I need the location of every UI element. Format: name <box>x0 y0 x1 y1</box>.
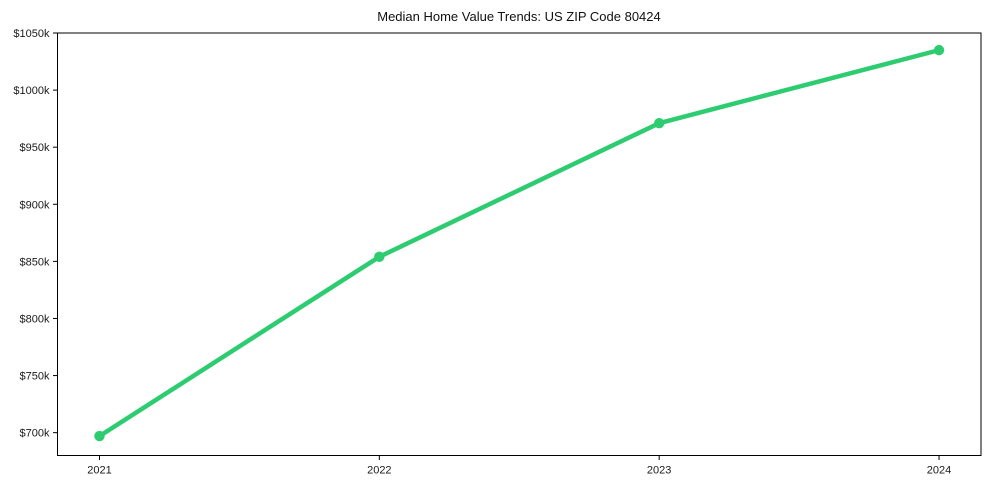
y-axis-tick-label: $750k <box>20 371 50 383</box>
y-axis-tick-label: $1050k <box>13 28 50 40</box>
data-point-marker <box>374 251 385 263</box>
chart-title: Median Home Value Trends: US ZIP Code 80… <box>377 9 661 24</box>
plot-border <box>57 32 982 456</box>
trend-line <box>97 47 942 439</box>
data-point-marker <box>94 430 105 442</box>
y-axis-tick-label: $700k <box>20 428 50 440</box>
x-axis-tick-label: 2022 <box>367 465 391 477</box>
x-axis-tick-label: 2024 <box>927 465 951 477</box>
x-axis-tick-label: 2023 <box>647 465 671 477</box>
x-axis-tick-label: 2021 <box>87 465 111 477</box>
y-axis-tick-label: $850k <box>20 256 50 268</box>
data-point-marker <box>933 44 945 56</box>
y-axis-tick-label: $900k <box>20 199 50 211</box>
y-axis-tick-label: $950k <box>20 142 50 154</box>
y-axis-tick-label: $800k <box>20 313 50 325</box>
data-point-marker <box>653 118 665 129</box>
y-axis-tick-label: $1000k <box>13 85 50 97</box>
